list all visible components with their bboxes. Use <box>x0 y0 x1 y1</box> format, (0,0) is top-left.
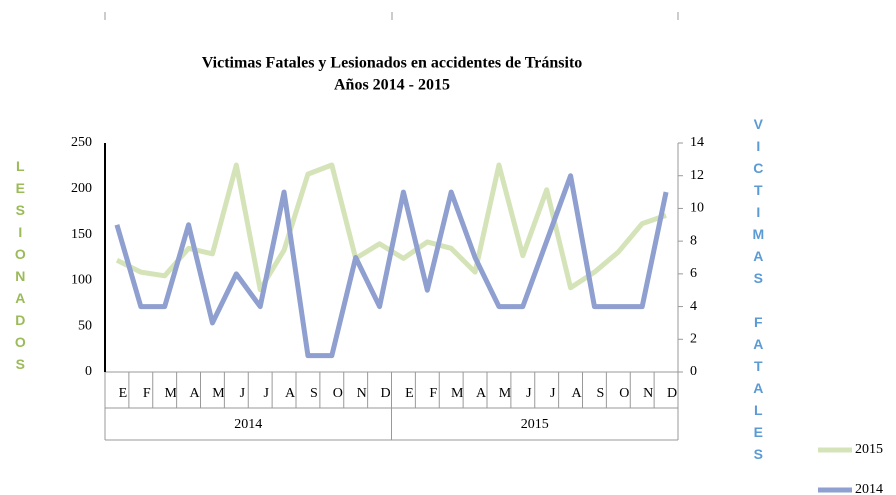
y2-tick-label: 14 <box>690 135 704 150</box>
x-tick-label: A <box>190 386 201 401</box>
y-tick-label: 50 <box>78 318 92 333</box>
legend-label: 2015 <box>855 442 883 457</box>
x-tick-label: J <box>263 386 269 401</box>
x-tick-label: A <box>285 386 296 401</box>
x-tick-label: N <box>357 386 367 401</box>
y2-tick-label: 10 <box>690 201 704 216</box>
x-tick-label: A <box>572 386 583 401</box>
x-tick-label: J <box>550 386 556 401</box>
x-tick-label: D <box>667 386 677 401</box>
x-tick-label: M <box>499 386 512 401</box>
chart-title: Victimas Fatales y Lesionados en acciden… <box>202 55 583 72</box>
y2-tick-label: 8 <box>690 233 697 248</box>
y-tick-label: 250 <box>71 135 92 150</box>
x-tick-label: E <box>119 386 128 401</box>
legend-label: 2014 <box>855 482 883 495</box>
y-axis-label: LESIONADOS <box>12 158 28 378</box>
group-label: 2015 <box>521 417 549 432</box>
x-tick-label: F <box>143 386 151 401</box>
y2-tick-label: 12 <box>690 168 704 183</box>
y-tick-label: 0 <box>85 364 92 379</box>
x-tick-label: A <box>476 386 487 401</box>
x-tick-label: M <box>451 386 464 401</box>
y-tick-label: 150 <box>71 227 92 242</box>
decor-ticks <box>104 12 679 20</box>
y2-axis-label: VICTIMAS FATALES <box>750 116 766 468</box>
x-tick-label: S <box>597 386 605 401</box>
y2-tick-label: 2 <box>690 332 697 347</box>
x-tick-label: O <box>333 386 343 401</box>
x-tick-label: O <box>619 386 629 401</box>
x-tick-label: M <box>164 386 177 401</box>
x-tick-label: S <box>310 386 318 401</box>
y-tick-label: 200 <box>71 181 92 196</box>
y2-tick-label: 4 <box>690 299 697 314</box>
y-tick-label: 100 <box>71 273 92 288</box>
y2-tick-label: 0 <box>690 364 697 379</box>
y2-tick-label: 6 <box>690 266 697 281</box>
x-tick-label: M <box>212 386 225 401</box>
group-label: 2014 <box>234 417 262 432</box>
x-tick-label: F <box>429 386 437 401</box>
x-tick-label: N <box>643 386 653 401</box>
x-tick-label: J <box>526 386 532 401</box>
chart-subtitle: Años 2014 - 2015 <box>334 77 450 94</box>
x-tick-label: D <box>381 386 391 401</box>
series-line <box>114 173 669 359</box>
x-tick-label: J <box>240 386 246 401</box>
x-tick-label: E <box>405 386 414 401</box>
